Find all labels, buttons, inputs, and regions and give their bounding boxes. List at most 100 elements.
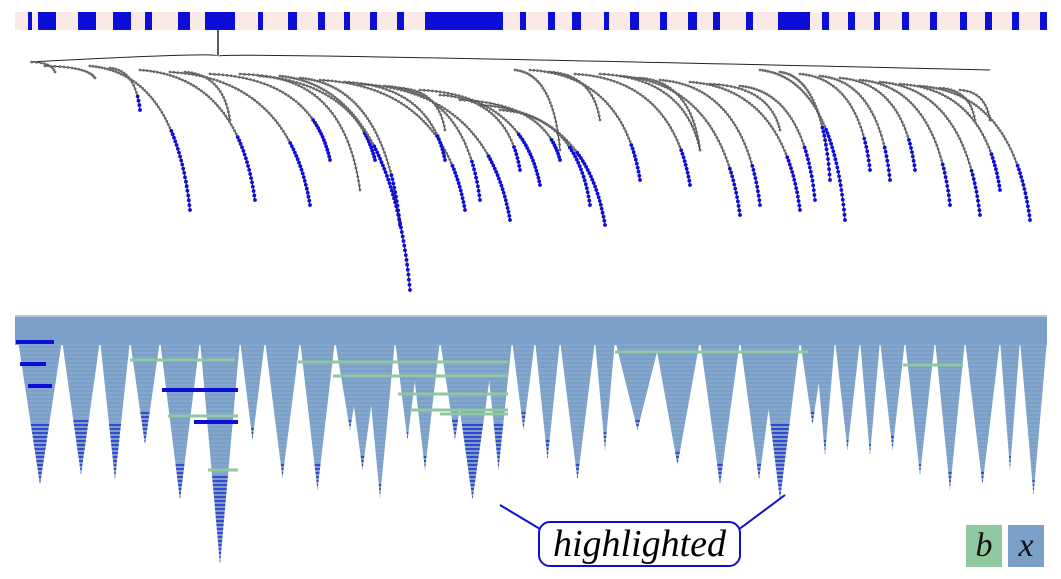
tree-node [324,92,327,96]
tree-node [145,69,149,72]
tree-node [348,96,351,100]
tree-node [409,88,413,91]
tree-node [318,98,322,101]
overview-segment [630,12,639,30]
tree-node [147,93,151,97]
tree-node [790,117,793,121]
tree-node [551,108,555,112]
tree-node [760,99,764,102]
tree-node [741,84,745,88]
tree-node [692,86,696,90]
tree-node [252,73,255,77]
tree-node [744,145,748,149]
tree-node-highlighted [323,141,327,146]
tree-node [557,138,561,142]
tree-node [274,119,277,122]
tree-node [703,92,707,96]
tree-node [775,119,779,122]
tree-node [954,101,958,105]
tree-node [962,147,966,151]
tree-node-highlighted [463,208,467,212]
tree-node [713,99,716,103]
tree-node [344,136,348,140]
tree-node [200,74,203,77]
tree-node [630,87,634,91]
tree-node [160,111,164,114]
tree-node [594,103,598,107]
tree-node [695,81,699,84]
tree-node [740,135,744,139]
tree-node [614,112,617,116]
tree-node-highlighted [390,177,395,182]
tree-node [497,112,500,116]
tree-node [827,76,831,79]
tree-node [776,101,780,104]
tree-node [802,142,805,146]
tree-node-highlighted [912,163,917,168]
tree-node [582,83,586,87]
tree-node [322,88,326,92]
tree-node [327,107,330,110]
tree-node-highlighted [1023,191,1028,196]
tree-node [660,82,664,85]
overview-strip[interactable] [15,12,1047,55]
tree-node-highlighted [977,208,982,213]
tree-node [769,108,773,111]
tree-node [467,127,471,131]
tree-node-highlighted [180,162,185,167]
tree-node-highlighted [456,181,461,186]
tree-node-highlighted [812,193,817,197]
tree-node [376,90,380,93]
tree-node [719,105,723,109]
tree-node [363,85,366,89]
tree-node-highlighted [288,141,293,145]
tree-node [350,98,354,102]
tree-node [598,72,602,76]
tree-node [988,118,992,122]
tree-node [439,106,442,110]
tree-node [859,125,863,129]
tree-node-highlighted [831,149,836,154]
tree-node-highlighted [738,213,742,217]
tree-node [465,125,469,129]
tree-node [405,105,408,109]
tree-node [210,80,214,84]
tree-node [744,85,748,89]
tree-node-highlighted [750,164,755,168]
tree-node [654,79,658,83]
tree-node [950,91,954,94]
tree-node [509,123,512,126]
tree-node [814,104,818,108]
tree-node-highlighted [475,180,479,184]
tree-node [717,103,721,107]
tree-node [653,105,657,109]
tree-node [899,117,902,121]
tree-node-highlighted [731,178,736,183]
tree-node [334,80,338,83]
tree-node [967,161,971,165]
tree-node-highlighted [842,207,846,212]
tree-node [671,80,675,84]
tree-node [552,70,556,74]
tree-node [778,70,782,74]
tree-node-highlighted [587,171,592,176]
tree-node [453,93,457,97]
tree-node [932,89,935,93]
tree-node-highlighted [385,174,389,178]
tree-node [472,132,475,136]
tree-node [282,78,286,82]
tree-node [798,86,801,90]
tree-node-highlighted [442,154,447,159]
tree-node [882,83,886,87]
tree-node [641,94,645,98]
tree-node [476,99,480,103]
tree-node [315,88,319,92]
tree-node [759,112,763,116]
tree-node [615,74,619,77]
tree-node [501,106,504,110]
tree-node [233,75,237,78]
tree-node [263,107,266,110]
tree-node-highlighted [839,188,844,192]
tree-node [298,82,302,85]
tree-node [267,111,271,115]
